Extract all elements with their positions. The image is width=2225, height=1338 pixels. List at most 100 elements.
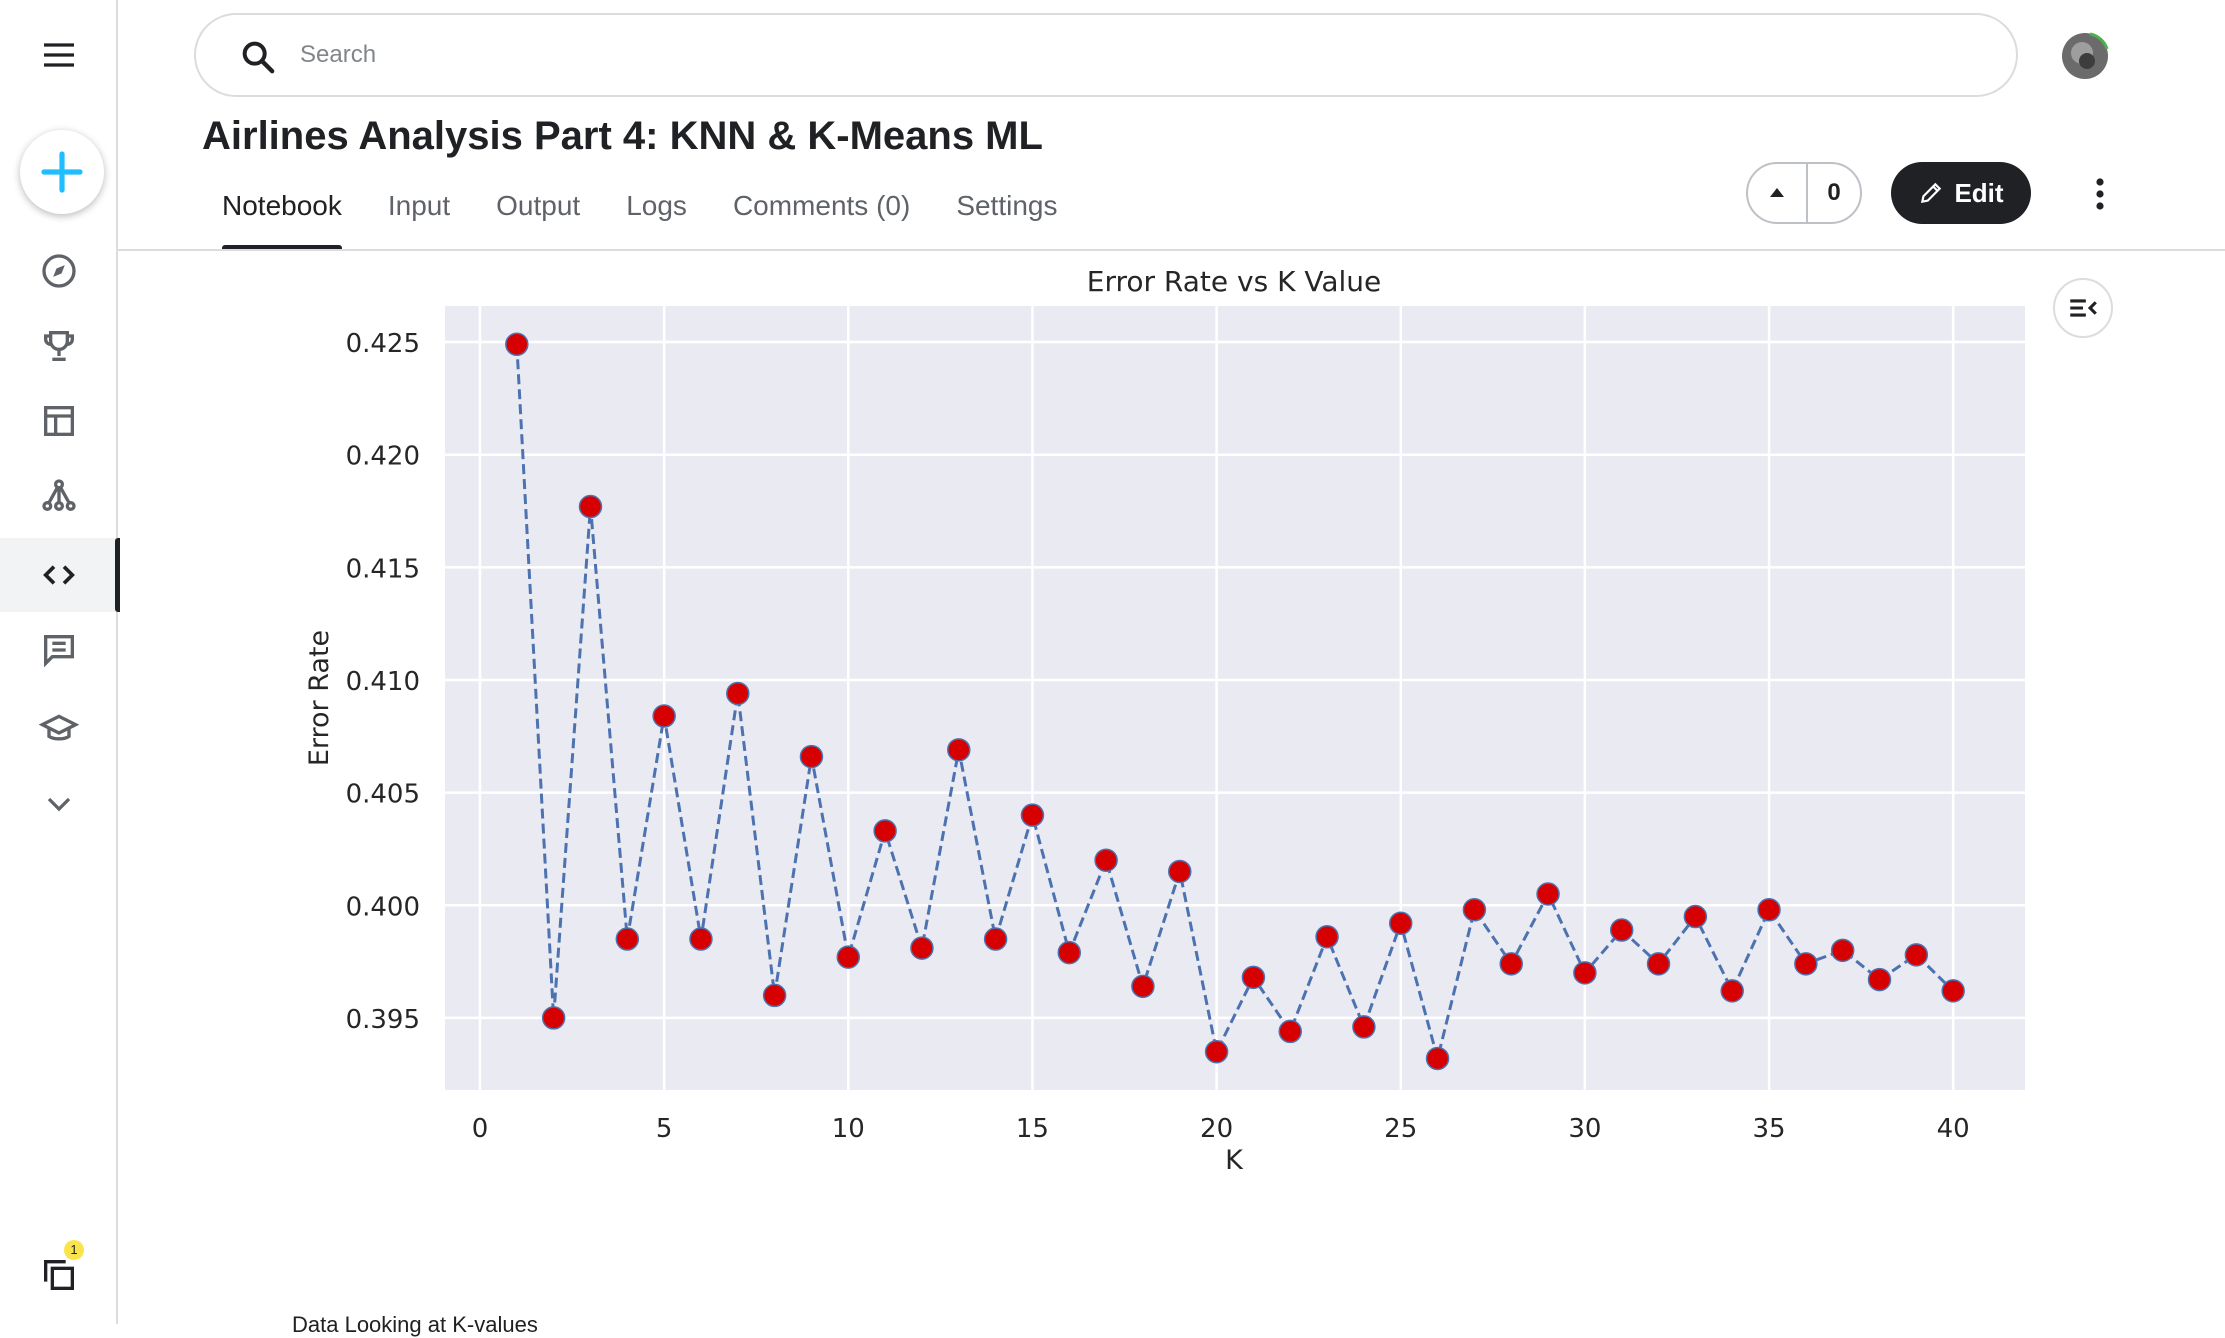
y-tick-label: 0.415 — [346, 554, 420, 584]
vote-control: 0 — [1746, 162, 1862, 224]
copies-icon — [44, 1260, 74, 1290]
sidebar-item-code[interactable] — [0, 538, 120, 612]
sidebar-item-competitions[interactable] — [0, 309, 118, 383]
data-point — [1757, 898, 1781, 922]
data-point — [836, 945, 861, 969]
tab-input[interactable]: Input — [387, 190, 451, 221]
data-point — [1867, 967, 1892, 992]
table-of-contents-button[interactable] — [2053, 278, 2113, 338]
data-point — [578, 494, 603, 519]
data-point — [1499, 952, 1523, 976]
data-point — [652, 704, 676, 728]
tab-output[interactable]: Output — [496, 190, 581, 221]
search-icon — [242, 41, 275, 74]
sidebar-item-models[interactable] — [0, 459, 118, 533]
tab-comments[interactable]: Comments (0) — [732, 190, 911, 221]
data-point — [1609, 918, 1634, 942]
data-point — [799, 744, 824, 769]
upvote-button[interactable] — [1748, 164, 1808, 222]
x-tick-label: 25 — [1384, 1114, 1417, 1144]
error-rate-markers — [505, 332, 1965, 1071]
data-point — [762, 983, 787, 1008]
search-bar[interactable] — [194, 13, 2018, 97]
x-tick-label: 30 — [1568, 1114, 1601, 1144]
avatar[interactable] — [2060, 31, 2110, 81]
menu-icon — [44, 43, 74, 67]
data-point — [1794, 952, 1818, 976]
sidebar-item-discussions[interactable] — [0, 613, 118, 687]
data-point — [910, 936, 934, 960]
comments-icon — [44, 635, 74, 668]
error-rate-chart: Error Rate vs K Value 0.395 0.400 0.405 0.4… — [304, 265, 2025, 1176]
data-point — [873, 819, 897, 843]
y-axis-ticks: 0.395 0.400 0.405 0.410 0.415 0.420 0.425 — [346, 329, 420, 1035]
graph-icon — [42, 479, 76, 511]
x-axis-ticks: 0 5 10 15 20 25 30 35 40 — [472, 1114, 1970, 1144]
sidebar-item-explore[interactable] — [0, 234, 118, 308]
tab-settings[interactable]: Settings — [956, 190, 1058, 221]
data-point — [1904, 943, 1929, 967]
data-point — [505, 332, 529, 357]
sidebar-item-your-work[interactable] — [0, 1238, 118, 1312]
chevron-down-icon — [47, 797, 71, 812]
tab-logs[interactable]: Logs — [626, 190, 687, 221]
header-divider — [118, 249, 2225, 251]
y-tick-label: 0.420 — [346, 442, 420, 472]
data-point — [1131, 974, 1155, 999]
trophy-icon — [44, 331, 74, 361]
tab-notebook[interactable]: Notebook — [196, 180, 362, 250]
data-point — [1204, 1039, 1229, 1064]
toc-collapse-icon — [2070, 299, 2097, 317]
code-icon — [43, 565, 75, 585]
x-tick-label: 35 — [1752, 1114, 1785, 1144]
compass-icon — [42, 254, 76, 288]
y-tick-label: 0.425 — [346, 329, 420, 359]
data-point — [1094, 848, 1118, 872]
data-point — [689, 927, 713, 951]
create-button[interactable] — [20, 130, 104, 214]
grid-lines — [445, 306, 2025, 1090]
y-tick-label: 0.395 — [346, 1005, 420, 1035]
x-tick-label: 5 — [656, 1114, 673, 1144]
data-point — [541, 1006, 566, 1030]
y-axis-label: Error Rate — [304, 630, 335, 766]
sidebar-item-learn[interactable] — [0, 691, 118, 765]
y-tick-label: 0.410 — [346, 667, 420, 697]
data-point — [1352, 1015, 1376, 1039]
search-input[interactable] — [300, 35, 1900, 75]
page-title: Airlines Analysis Part 4: KNN & K-Means … — [202, 114, 1043, 158]
data-point — [726, 681, 750, 706]
x-tick-label: 15 — [1016, 1114, 1049, 1144]
data-point — [1020, 803, 1045, 827]
data-point — [1683, 904, 1708, 929]
chart-title: Error Rate vs K Value — [1087, 265, 1381, 298]
data-point — [983, 927, 1008, 951]
error-rate-line — [515, 344, 1955, 1065]
left-navigation-rail: 1 — [0, 0, 120, 1324]
x-axis-label: K — [1225, 1145, 1244, 1176]
user-avatar-image — [2062, 32, 2109, 79]
data-point — [1462, 898, 1487, 922]
next-section-heading: Data Looking at K-values — [292, 1312, 538, 1337]
data-point — [1168, 859, 1192, 884]
data-point — [615, 927, 640, 951]
sidebar-more-button[interactable] — [0, 767, 118, 841]
table-icon — [44, 406, 74, 436]
school-icon — [39, 714, 79, 741]
triangle-up-icon — [1770, 188, 1784, 197]
data-point — [1720, 979, 1744, 1003]
more-options-button[interactable] — [2078, 170, 2122, 218]
sidebar-item-datasets[interactable] — [0, 384, 118, 458]
x-tick-label: 10 — [832, 1114, 865, 1144]
edit-button[interactable]: Edit — [1891, 162, 2031, 224]
more-vert-icon — [2096, 178, 2104, 210]
data-point — [1241, 965, 1266, 990]
data-point — [1425, 1046, 1450, 1071]
notebook-tabs: Notebook Input Output Logs Comments (0) … — [196, 180, 1077, 250]
data-point — [1388, 911, 1413, 936]
data-point — [947, 738, 971, 762]
notification-badge: 1 — [64, 1240, 84, 1260]
plus-icon — [41, 151, 83, 193]
data-point — [1057, 940, 1082, 965]
menu-button[interactable] — [0, 18, 118, 92]
